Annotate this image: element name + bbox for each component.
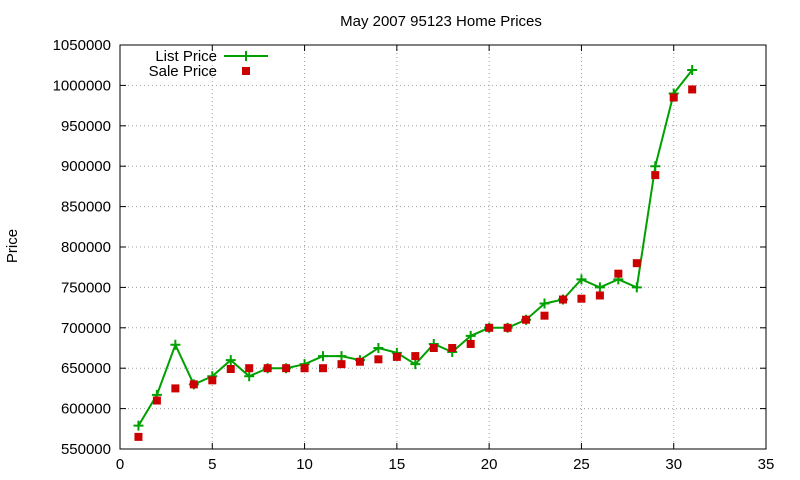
legend: List Price Sale Price — [149, 48, 268, 80]
list-price-point — [539, 298, 550, 309]
list-price-point — [225, 355, 236, 366]
sale-price-point — [337, 360, 346, 369]
sale-price-point — [466, 339, 475, 348]
sale-price-point — [189, 380, 198, 389]
list-price-point — [594, 282, 605, 293]
list-price-point — [576, 274, 587, 285]
list-price-point — [373, 343, 384, 353]
x-tick-label: 35 — [758, 456, 775, 473]
sale-price-point — [300, 364, 309, 373]
x-tick-label: 10 — [296, 456, 313, 473]
x-tick-label: 25 — [573, 456, 590, 473]
list-price-point — [318, 351, 329, 362]
sale-price-point — [134, 432, 143, 441]
list-price-point — [244, 371, 255, 382]
sale-price-point — [226, 365, 235, 374]
y-tick-label: 1050000 — [53, 37, 111, 54]
sale-price-point — [595, 291, 604, 300]
sale-price-point — [411, 352, 420, 361]
y-tick-label: 750000 — [61, 279, 111, 296]
y-axis-label: Price — [4, 229, 21, 263]
sale-price-point — [688, 85, 697, 94]
y-tick-label: 950000 — [61, 118, 111, 135]
sale-price-point — [669, 93, 678, 102]
grid — [120, 45, 766, 449]
y-tick-label: 850000 — [61, 199, 111, 216]
sale-price-point — [282, 364, 291, 373]
legend-marker-list-price — [241, 51, 251, 61]
list-price-line — [137, 69, 693, 427]
series-sale-price — [134, 85, 697, 441]
list-price-point — [336, 351, 347, 362]
sale-price-point — [522, 315, 531, 324]
sale-price-point — [319, 364, 328, 373]
y-tick-label: 900000 — [61, 158, 111, 175]
y-tick-label: 1000000 — [53, 77, 111, 94]
y-tick-label: 700000 — [61, 320, 111, 337]
y-tick-label: 600000 — [61, 401, 111, 418]
sale-price-point — [614, 269, 623, 278]
sale-price-point — [208, 376, 217, 385]
sale-price-point — [540, 311, 549, 320]
sale-price-point — [632, 259, 641, 268]
list-price-point — [410, 359, 421, 370]
sale-price-point — [245, 364, 254, 373]
sale-price-point — [577, 294, 586, 303]
plot-frame — [119, 44, 767, 450]
sale-price-point — [392, 352, 401, 361]
list-price-point — [631, 282, 642, 293]
legend-marker-sale-price — [242, 67, 250, 75]
x-tick-label: 5 — [208, 456, 216, 473]
x-tick-label: 15 — [389, 456, 406, 473]
legend-label-sale-price: Sale Price — [149, 63, 217, 80]
sale-price-point — [263, 364, 272, 373]
list-price-point — [687, 65, 698, 76]
sale-price-point — [429, 344, 438, 352]
x-tick-label: 0 — [116, 456, 124, 473]
series — [133, 65, 698, 441]
sale-price-point — [651, 171, 660, 180]
y-tick-label: 650000 — [61, 360, 111, 377]
series-list-price — [133, 65, 698, 431]
sale-price-point — [355, 357, 364, 366]
sale-price-point — [558, 295, 567, 304]
sale-price-point — [448, 344, 457, 352]
x-tick-label: 20 — [481, 456, 498, 473]
list-price-point — [650, 161, 661, 172]
sale-price-point — [485, 323, 494, 332]
sale-price-point — [503, 323, 512, 332]
sale-price-point — [171, 384, 180, 393]
tick-labels: 0 5 10 15 20 25 30 35 550000 600000 650000 700000 75… — [53, 37, 775, 473]
chart-title: May 2007 95123 Home Prices — [340, 13, 542, 30]
sale-price-point — [374, 355, 383, 364]
x-tick-label: 30 — [665, 456, 682, 473]
list-price-point — [133, 420, 144, 431]
list-price-point — [465, 330, 476, 341]
legend-label-list-price: List Price — [155, 48, 217, 65]
y-tick-label: 550000 — [61, 441, 111, 458]
list-price-point — [170, 339, 181, 350]
sale-price-point — [152, 396, 161, 405]
y-tick-label: 800000 — [61, 239, 111, 256]
